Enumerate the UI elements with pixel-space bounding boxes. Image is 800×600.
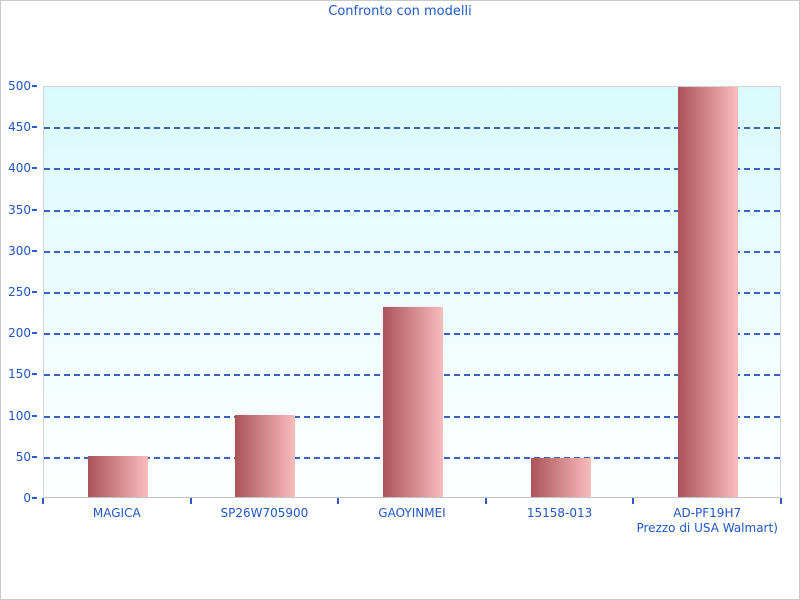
- y-axis-tick-400: [32, 167, 37, 170]
- y-axis-label-350: 350: [8, 202, 31, 217]
- y-axis-label-100: 100: [8, 408, 31, 423]
- gridline-300: [44, 250, 780, 253]
- x-axis-label-line: Prezzo di USA Walmart): [636, 521, 778, 535]
- bar-SP26W705900: [235, 414, 296, 497]
- y-axis-tick-300: [32, 249, 37, 252]
- gridline-450: [44, 127, 780, 130]
- gridline-400: [44, 168, 780, 171]
- y-axis-tick-200: [32, 332, 37, 335]
- x-axis-tick-4: [632, 498, 635, 504]
- y-axis-tick-350: [32, 208, 37, 211]
- y-axis-label-150: 150: [8, 367, 31, 382]
- y-axis-label-450: 450: [8, 120, 31, 135]
- chart-title: Confronto con modelli: [328, 4, 472, 19]
- x-axis-label-line: AD-PF19H7: [673, 506, 742, 520]
- y-axis-label-500: 500: [8, 79, 31, 93]
- x-axis-label-line: 15158-013: [526, 506, 593, 520]
- x-axis-label-MAGICA: MAGICA: [43, 506, 191, 521]
- x-axis-tick-5: [780, 498, 782, 504]
- bar-GAOYINMEI: [383, 307, 443, 497]
- y-axis-label-400: 400: [8, 161, 31, 176]
- x-axis-label-GAOYINMEI: GAOYINMEI: [338, 506, 486, 521]
- y-axis-tick-0: [32, 497, 37, 499]
- x-axis-label-line: MAGICA: [92, 506, 141, 520]
- bar-15158-013: [530, 458, 591, 497]
- y-axis-label-300: 300: [8, 243, 31, 258]
- y-axis-tick-250: [32, 291, 37, 293]
- y-axis-tick-50: [32, 455, 37, 458]
- y-axis-tick-500: [32, 85, 37, 87]
- plot-area: [43, 86, 781, 498]
- x-axis-label-AD-PF19H7: AD-PF19H7 Prezzo di USA Walmart): [633, 506, 781, 536]
- x-axis-tick-3: [484, 498, 487, 504]
- x-axis-label-line: GAOYINMEI: [378, 506, 446, 520]
- bar-MAGICA: [87, 455, 148, 497]
- y-axis-tick-100: [32, 414, 37, 417]
- y-axis-tick-150: [32, 373, 37, 376]
- x-axis-label-15158-013: 15158-013: [486, 506, 634, 521]
- x-axis-label-line: SP26W705900: [220, 506, 309, 520]
- x-axis-tick-0: [42, 498, 44, 504]
- x-axis-tick-1: [189, 498, 192, 504]
- x-axis-label-SP26W705900: SP26W705900: [191, 506, 339, 521]
- y-axis-label-250: 250: [8, 285, 31, 299]
- x-axis-tick-2: [337, 498, 340, 504]
- y-axis-label-0: 0: [23, 491, 31, 505]
- bar-AD-PF19H7: [678, 87, 739, 497]
- gridline-350: [44, 209, 780, 212]
- y-axis-label-200: 200: [8, 326, 31, 341]
- y-axis-tick-450: [32, 126, 37, 129]
- y-axis-label-50: 50: [15, 449, 31, 464]
- gridline-250: [44, 292, 780, 294]
